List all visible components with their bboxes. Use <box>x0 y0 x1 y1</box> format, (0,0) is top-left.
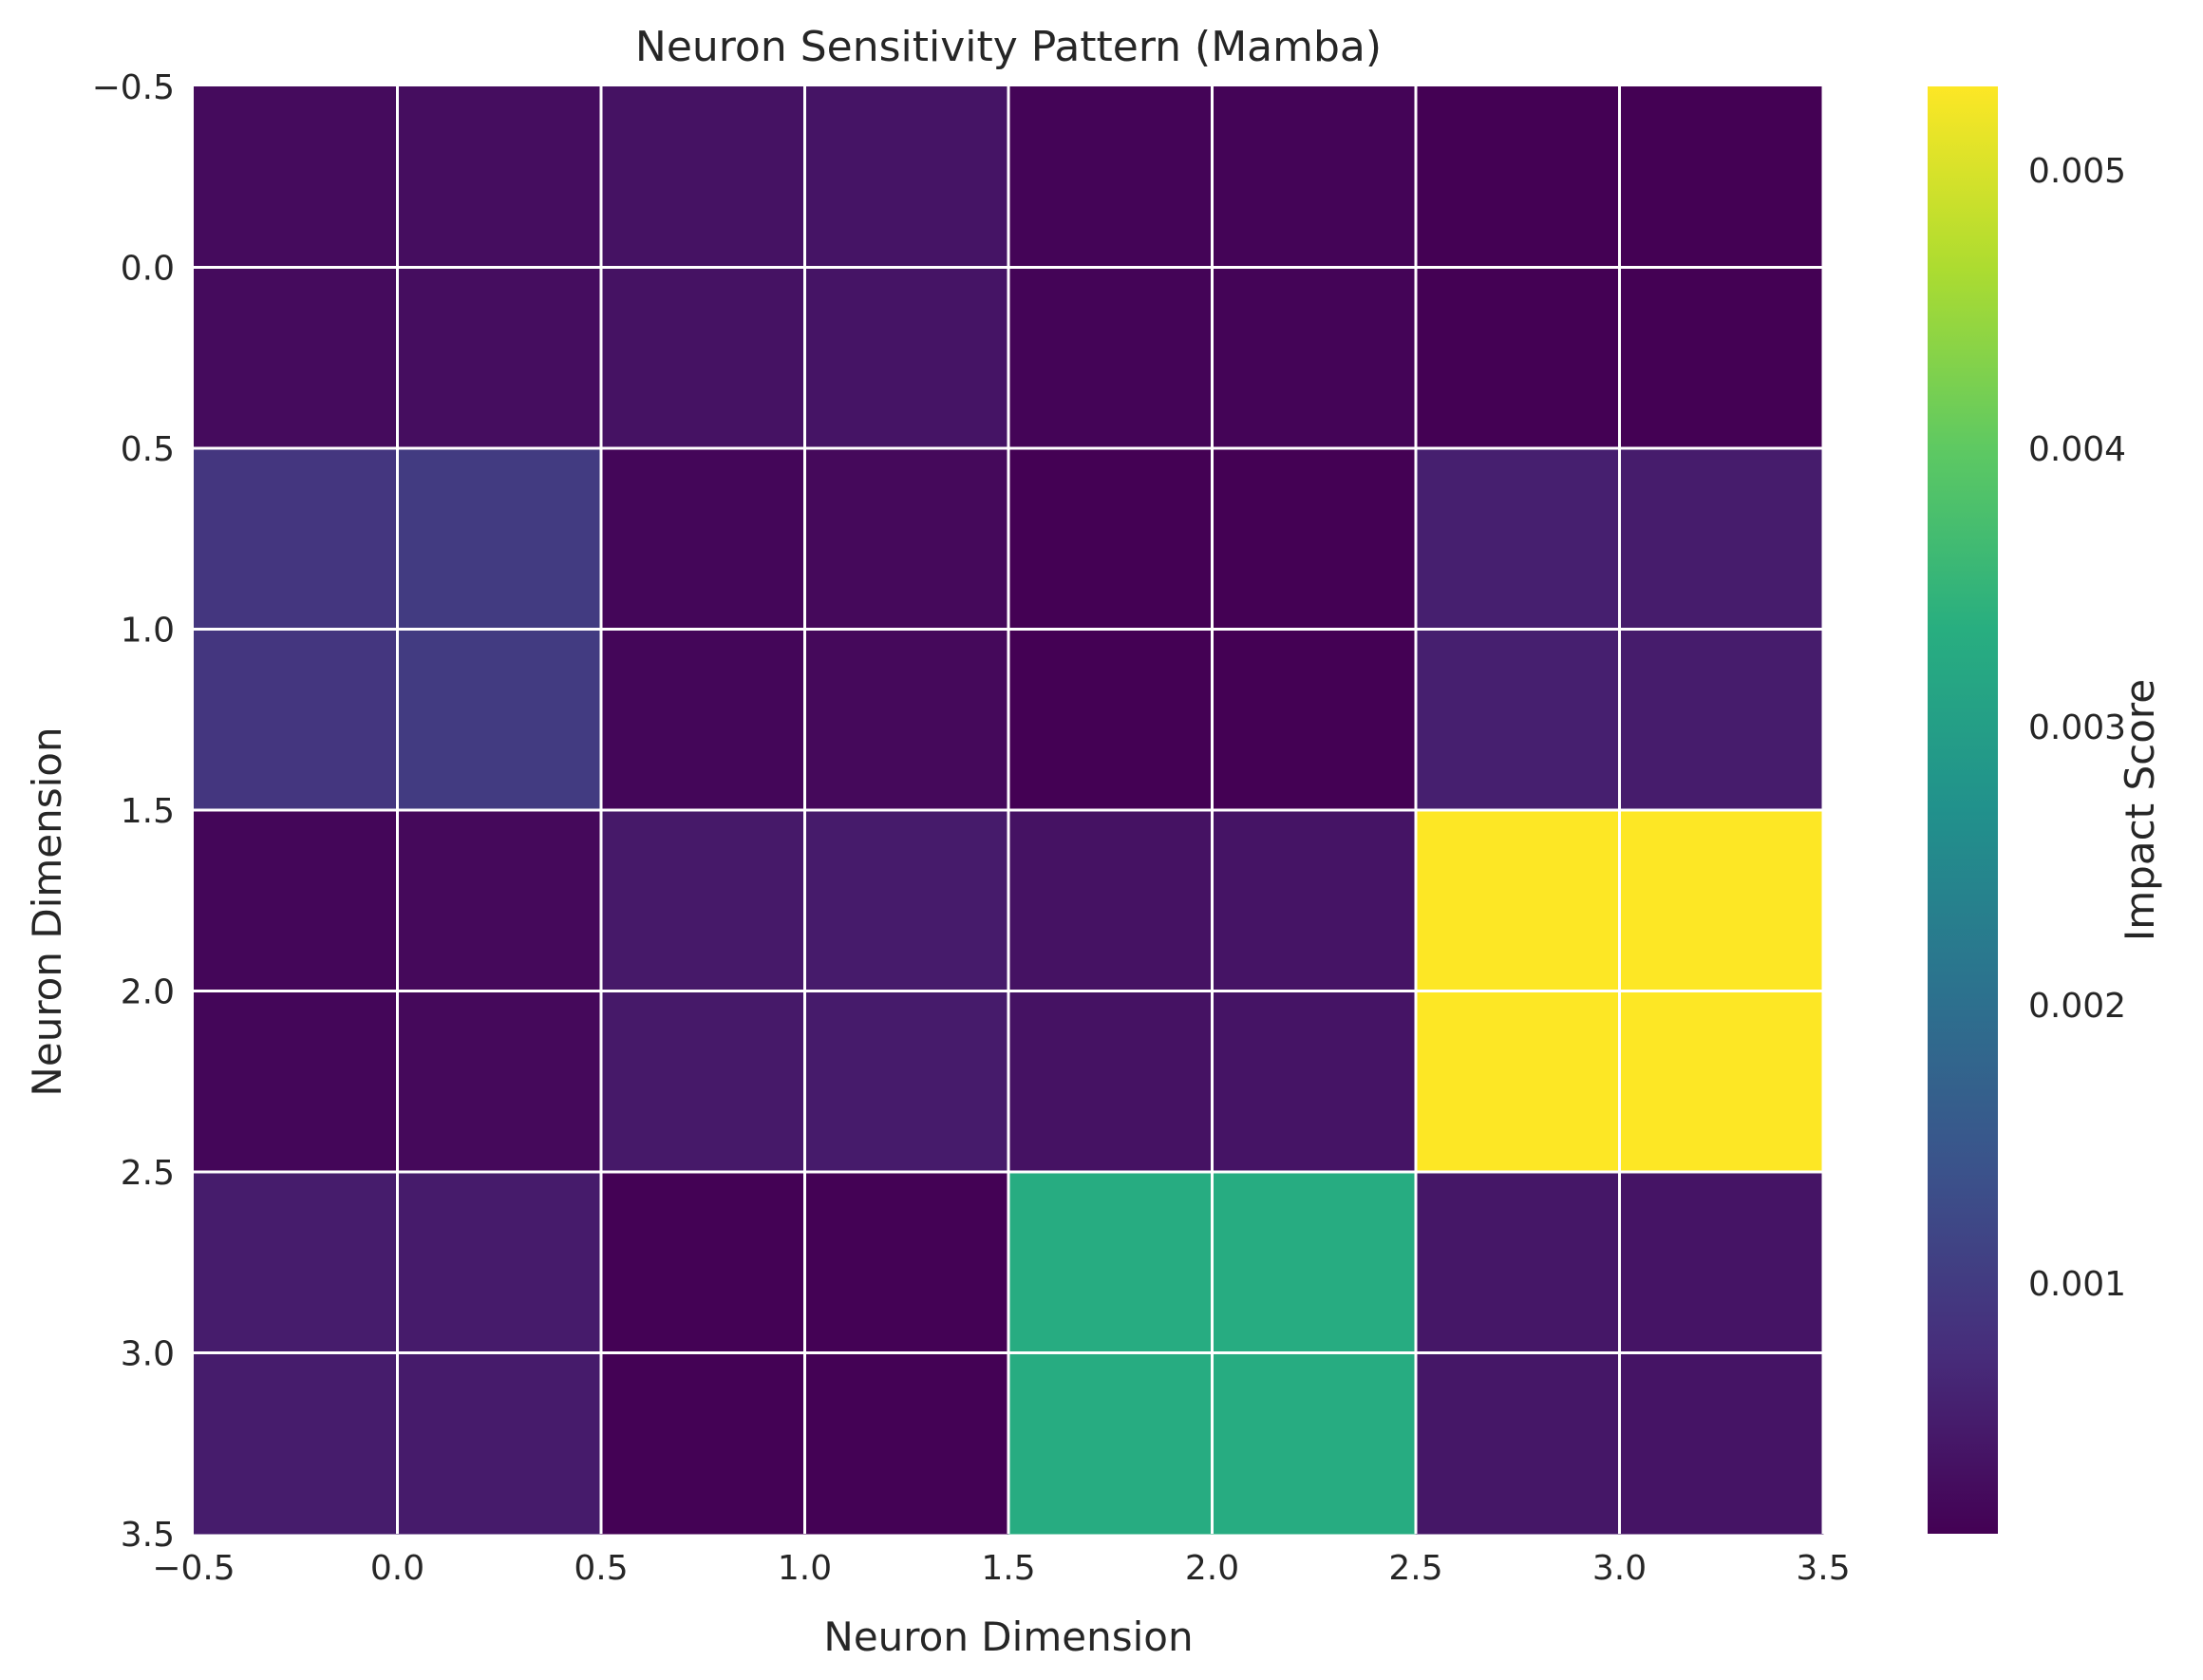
heatmap-cell <box>1212 810 1417 991</box>
heatmap-cell <box>194 1172 398 1353</box>
heatmap-cell <box>1619 267 1824 449</box>
heatmap-cell <box>601 267 805 449</box>
y-tick-label: 2.0 <box>121 973 175 1012</box>
heatmap-cell <box>804 810 1009 991</box>
chart-title: Neuron Sensitivity Pattern (Mamba) <box>635 23 1382 71</box>
heatmap-cell <box>1212 991 1417 1173</box>
colorbar-ticks: 0.001 0.002 0.003 0.004 0.005 <box>2028 152 2126 1304</box>
heatmap-cell <box>804 991 1009 1173</box>
x-tick-label: −0.5 <box>152 1549 235 1588</box>
y-tick-label: 1.0 <box>121 612 175 651</box>
heatmap-cell <box>601 629 805 811</box>
heatmap-cell <box>1212 1352 1417 1535</box>
heatmap-cell <box>1619 448 1824 630</box>
heatmap-cell <box>601 991 805 1173</box>
heatmap-cell <box>601 86 805 268</box>
colorbar-tick-label: 0.001 <box>2028 1265 2126 1304</box>
heatmap-cell <box>397 1172 602 1353</box>
heatmap-cell <box>601 810 805 991</box>
heatmap-cell <box>1416 448 1620 630</box>
heatmap-cell <box>1619 991 1824 1173</box>
y-axis-ticks: −0.5 0.0 0.5 1.0 1.5 2.0 2.5 3.0 3.5 <box>92 68 175 1555</box>
heatmap-cell <box>194 1352 398 1535</box>
heatmap-cell <box>194 267 398 449</box>
x-tick-label: 0.5 <box>574 1549 628 1588</box>
heatmap-cell <box>1212 448 1417 630</box>
heatmap-cell <box>1416 86 1620 268</box>
heatmap-cell <box>397 1352 602 1535</box>
y-tick-label: 1.5 <box>121 792 175 831</box>
heatmap-cell <box>1416 629 1620 811</box>
y-tick-label: 0.0 <box>121 250 175 289</box>
x-tick-label: 2.0 <box>1185 1549 1239 1588</box>
heatmap-cell <box>1212 1172 1417 1353</box>
heatmap-cell <box>194 448 398 630</box>
heatmap-cell <box>194 991 398 1173</box>
heatmap-cell <box>1008 1352 1213 1535</box>
heatmap-cell <box>1619 629 1824 811</box>
x-tick-label: 3.0 <box>1592 1549 1647 1588</box>
x-tick-label: 0.0 <box>370 1549 424 1588</box>
y-tick-label: −0.5 <box>92 68 175 107</box>
heatmap-cell <box>194 629 398 811</box>
heatmap-cell <box>194 810 398 991</box>
colorbar-tick-label: 0.003 <box>2028 708 2126 747</box>
heatmap-cell <box>1619 810 1824 991</box>
heatmap-cell <box>1416 810 1620 991</box>
heatmap-cell <box>804 86 1009 268</box>
heatmap-cell <box>194 86 398 268</box>
x-tick-label: 2.5 <box>1388 1549 1442 1588</box>
colorbar-label: Impact Score <box>2117 679 2163 941</box>
heatmap-cell <box>1008 629 1213 811</box>
colorbar-tick-label: 0.004 <box>2028 430 2126 469</box>
heatmap-cell <box>397 810 602 991</box>
heatmap-cell <box>397 448 602 630</box>
heatmap-cell <box>804 448 1009 630</box>
heatmap-cell <box>1008 86 1213 268</box>
heatmap-cell <box>804 1172 1009 1353</box>
heatmap-cell <box>1008 267 1213 449</box>
heatmap-cell <box>804 267 1009 449</box>
heatmap-cell <box>397 629 602 811</box>
y-tick-label: 3.5 <box>121 1516 175 1555</box>
heatmap-cell <box>601 1352 805 1535</box>
y-tick-label: 3.0 <box>121 1335 175 1374</box>
heatmap-cell <box>601 1172 805 1353</box>
heatmap-cell <box>1619 86 1824 268</box>
heatmap-cell <box>397 991 602 1173</box>
heatmap-cell <box>1008 991 1213 1173</box>
colorbar-tick-label: 0.005 <box>2028 152 2126 191</box>
heatmap-cell <box>601 448 805 630</box>
heatmap-cell <box>1212 267 1417 449</box>
heatmap-cell <box>1619 1172 1824 1353</box>
heatmap-cell <box>1008 448 1213 630</box>
y-tick-label: 2.5 <box>121 1154 175 1193</box>
heatmap-cell <box>1416 1172 1620 1353</box>
y-tick-label: 0.5 <box>121 430 175 469</box>
heatmap-cells <box>194 86 1824 1535</box>
heatmap-cell <box>1008 1172 1213 1353</box>
x-tick-label: 1.0 <box>778 1549 832 1588</box>
heatmap-cell <box>804 1352 1009 1535</box>
heatmap-cell <box>1008 810 1213 991</box>
heatmap-cell <box>397 267 602 449</box>
x-tick-label: 3.5 <box>1796 1549 1850 1588</box>
heatmap-cell <box>1416 991 1620 1173</box>
heatmap-cell <box>1212 86 1417 268</box>
heatmap-cell <box>804 629 1009 811</box>
heatmap-cell <box>1416 267 1620 449</box>
heatmap-cell <box>1416 1352 1620 1535</box>
y-axis-label: Neuron Dimension <box>24 727 70 1096</box>
heatmap-cell <box>1212 629 1417 811</box>
heatmap-cell <box>397 86 602 268</box>
x-axis-label: Neuron Dimension <box>823 1614 1193 1660</box>
cell-gridlines <box>194 86 1825 1534</box>
x-axis-ticks: −0.5 0.0 0.5 1.0 1.5 2.0 2.5 3.0 3.5 <box>152 1549 1850 1588</box>
x-tick-label: 1.5 <box>981 1549 1035 1588</box>
heatmap-cell <box>1619 1352 1824 1535</box>
colorbar-tick-label: 0.002 <box>2028 987 2126 1026</box>
colorbar <box>1928 86 1998 1534</box>
